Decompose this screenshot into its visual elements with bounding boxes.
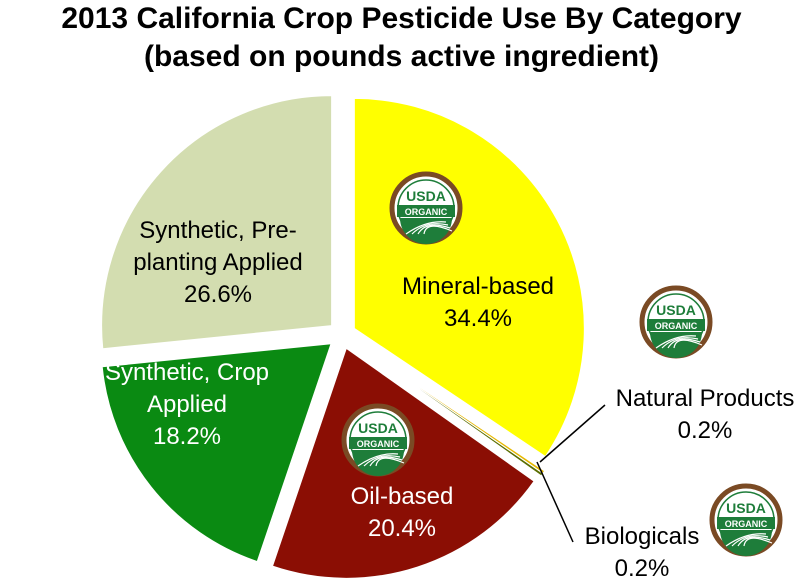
usda-organic-icon: USDA ORGANIC xyxy=(341,403,415,477)
slice-value-label: 26.6% xyxy=(184,281,252,308)
slice-category-label: Oil-based xyxy=(351,483,454,510)
pie-slice xyxy=(101,343,332,563)
usda-organic-icon: USDA ORGANIC xyxy=(389,171,463,245)
slice-value-label: 20.4% xyxy=(368,515,436,542)
svg-text:ORGANIC: ORGANIC xyxy=(357,439,400,449)
slice-category-label: Mineral-based xyxy=(402,273,554,300)
chart-title: 2013 California Crop Pesticide Use By Ca… xyxy=(61,2,742,35)
slice-category-label: Synthetic, Crop xyxy=(105,359,269,386)
slice-category-label: Biologicals xyxy=(585,523,700,550)
svg-text:USDA: USDA xyxy=(656,302,696,318)
slice-value-label: 18.2% xyxy=(153,423,221,450)
callout-line xyxy=(536,461,574,543)
slice-value-label: 0.2% xyxy=(615,555,670,582)
usda-organic-icon: USDA ORGANIC xyxy=(639,285,713,359)
svg-text:ORGANIC: ORGANIC xyxy=(405,207,448,217)
svg-text:USDA: USDA xyxy=(726,500,766,516)
slice-value-label: 0.2% xyxy=(678,417,733,444)
callout-line xyxy=(539,404,606,463)
svg-text:ORGANIC: ORGANIC xyxy=(655,321,698,331)
slice-category-label: Natural Products xyxy=(616,385,795,412)
slice-category-label: Synthetic, Pre- xyxy=(139,217,296,244)
pie-slice xyxy=(101,95,333,350)
slice-category-label: planting Applied xyxy=(133,249,302,276)
svg-text:USDA: USDA xyxy=(406,188,446,204)
chart-subtitle: (based on pounds active ingredient) xyxy=(143,40,660,73)
usda-organic-icon: USDA ORGANIC xyxy=(709,483,783,557)
slice-value-label: 34.4% xyxy=(444,305,512,332)
svg-text:USDA: USDA xyxy=(358,420,398,436)
svg-text:ORGANIC: ORGANIC xyxy=(725,519,768,529)
slice-category-label: Applied xyxy=(147,391,227,418)
